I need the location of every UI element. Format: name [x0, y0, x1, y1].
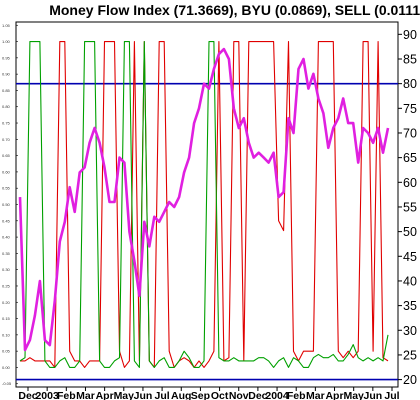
x-tick-label: May — [114, 390, 135, 400]
series-layer — [18, 41, 390, 368]
x-tick-label: May — [343, 390, 364, 400]
right-tick-label: 90 — [403, 28, 417, 42]
right-tick-label: 70 — [403, 126, 417, 140]
left-tick-label: 0.15 — [2, 316, 11, 321]
right-tick-label: 80 — [403, 77, 417, 91]
right-tick-label: 85 — [403, 52, 417, 66]
left-axis-ticks: 1.05 1.00 0.95 0.90 0.85 0.80 0.75 0.70 0.65 0.60… — [2, 23, 18, 386]
x-tick-label: Apr — [96, 390, 114, 400]
left-tick-label: 1.00 — [2, 39, 11, 44]
left-tick-label: 0.55 — [2, 186, 11, 191]
series-line-0 — [18, 47, 390, 352]
x-tick-label: 2004 — [265, 390, 289, 400]
series-line-2 — [20, 41, 389, 368]
right-tick-label: 60 — [403, 176, 417, 190]
x-tick-label: Jun — [364, 390, 383, 400]
left-tick-label: 0.05 — [2, 349, 11, 354]
x-tick-label: Dec — [18, 390, 37, 400]
right-tick-label: 75 — [403, 102, 417, 116]
right-tick-label: 50 — [403, 225, 417, 239]
left-tick-label: 0.45 — [2, 218, 11, 223]
left-tick-label: 0.85 — [2, 88, 11, 93]
left-tick-label: 0.30 — [2, 267, 11, 272]
x-tick-label: 2003 — [35, 390, 59, 400]
right-tick-label: 35 — [403, 299, 417, 313]
right-tick-label: 25 — [403, 348, 417, 362]
left-tick-label: 0.20 — [2, 300, 11, 305]
left-tick-label: 1.05 — [2, 23, 11, 28]
right-tick-label: 45 — [403, 250, 417, 264]
left-tick-label: 0.40 — [2, 235, 11, 240]
x-tick-label: Sep — [191, 390, 210, 400]
x-tick-label: Jul — [384, 390, 399, 400]
left-tick-label: 0.25 — [2, 283, 11, 288]
x-tick-label: Jul — [155, 390, 170, 400]
x-tick-label: Feb — [287, 390, 306, 400]
left-tick-label: 0.90 — [2, 72, 11, 77]
x-tick-label: Nov — [229, 390, 249, 400]
right-tick-label: 20 — [403, 373, 417, 387]
left-tick-label: 0.95 — [2, 55, 11, 60]
reference-lines — [16, 82, 398, 381]
left-tick-label: 0.65 — [2, 153, 11, 158]
x-tick-label: Aug — [171, 390, 191, 400]
left-tick-label: 0.00 — [2, 365, 11, 370]
left-tick-label: 0.80 — [2, 104, 11, 109]
series-line-1 — [19, 41, 389, 368]
x-tick-label: Feb — [57, 390, 76, 400]
left-tick-label: 0.75 — [2, 121, 11, 126]
right-tick-label: 40 — [403, 274, 417, 288]
left-tick-label: 0.10 — [2, 332, 11, 337]
left-tick-label: 0.35 — [2, 251, 11, 256]
x-tick-label: Jun — [134, 390, 153, 400]
x-tick-label: Oct — [211, 390, 229, 400]
right-tick-label: 65 — [403, 151, 417, 165]
x-tick-label: Mar — [306, 390, 325, 400]
left-tick-label: 0.60 — [2, 169, 11, 174]
left-tick-label: -0.05 — [2, 381, 12, 386]
right-tick-label: 55 — [403, 200, 417, 214]
left-tick-label: 0.50 — [2, 202, 11, 207]
right-axis-ticks: 20 25 30 35 40 45 50 55 60 65 70 75 80 85 90 — [398, 28, 417, 387]
x-tick-label: Mar — [76, 390, 95, 400]
left-tick-label: 0.70 — [2, 137, 11, 142]
chart-title: Money Flow Index (71.3669), BYU (0.0869)… — [49, 2, 420, 18]
x-tick-label: Dec — [248, 390, 267, 400]
x-tick-label: Apr — [325, 390, 343, 400]
right-tick-label: 30 — [403, 324, 417, 338]
